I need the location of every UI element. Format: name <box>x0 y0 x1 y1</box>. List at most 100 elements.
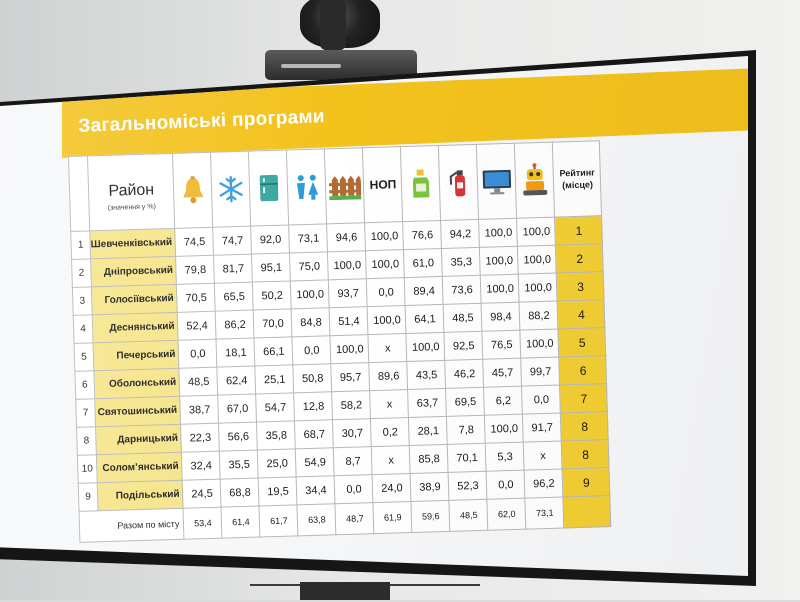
value-cell: 100,0 <box>481 274 520 303</box>
value-cell: 45,7 <box>483 358 522 387</box>
total-value-cell: 48,7 <box>335 503 374 535</box>
value-cell: 5,3 <box>486 442 525 471</box>
value-cell: 54,9 <box>296 448 335 477</box>
value-cell: 8,7 <box>334 447 373 476</box>
rating-cell: 7 <box>560 384 608 413</box>
row-number: 8 <box>77 427 97 456</box>
value-cell: 94,6 <box>327 223 366 252</box>
value-cell: 64,1 <box>406 304 445 333</box>
value-cell: 66,1 <box>254 337 293 366</box>
value-cell: 38,7 <box>180 395 219 424</box>
value-cell: 35,8 <box>257 421 296 450</box>
rating-header-line1: Рейтинг <box>559 167 595 178</box>
value-cell: 100,0 <box>517 217 556 246</box>
total-rating-cell <box>563 496 611 528</box>
value-cell: 0,0 <box>292 336 331 365</box>
value-cell: 30,7 <box>333 419 372 448</box>
value-cell: 52,4 <box>178 311 217 340</box>
value-cell: 74,5 <box>175 227 214 256</box>
header-rating: Рейтинг (місце) <box>553 141 602 217</box>
value-cell: 76,5 <box>482 330 521 359</box>
total-value-cell: 61,9 <box>373 501 412 533</box>
value-cell: 100,0 <box>368 306 407 335</box>
value-cell: 70,0 <box>254 309 293 338</box>
rating-cell: 5 <box>558 328 606 357</box>
district-header-label: Район <box>89 180 174 200</box>
value-cell: 68,8 <box>221 478 260 507</box>
robot-icon <box>515 142 555 218</box>
value-cell: 91,7 <box>523 413 562 442</box>
value-cell: 24,0 <box>373 473 412 502</box>
value-cell: 0,0 <box>367 278 406 307</box>
camera-mount <box>320 0 346 50</box>
value-cell: 89,4 <box>405 276 444 305</box>
value-cell: 43,5 <box>407 360 446 389</box>
ranking-table: Район (значення у %) <box>68 140 612 543</box>
value-cell: 100,0 <box>330 335 369 364</box>
snowflake-icon <box>211 151 251 227</box>
row-number: 10 <box>77 455 97 484</box>
value-cell: 98,4 <box>482 302 521 331</box>
row-number: 4 <box>73 315 93 344</box>
value-cell: 35,3 <box>442 247 481 276</box>
row-number: 5 <box>74 343 94 372</box>
value-cell: 100,0 <box>366 250 405 279</box>
value-cell: 92,0 <box>251 225 290 254</box>
value-cell: 35,5 <box>220 450 259 479</box>
value-cell: 0,0 <box>335 475 374 504</box>
bell-icon <box>173 152 213 228</box>
presentation-slide: Загальноміські програми Район (значення … <box>0 56 748 576</box>
district-name: Солом’янський <box>96 452 182 483</box>
rating-cell: 8 <box>561 412 609 441</box>
tv-stand <box>300 582 390 600</box>
value-cell: 67,0 <box>218 394 257 423</box>
row-number: 3 <box>72 287 92 316</box>
value-cell: 73,6 <box>443 275 482 304</box>
value-cell: 38,9 <box>411 472 450 501</box>
value-cell: 46,2 <box>445 359 484 388</box>
total-value-cell: 73,1 <box>525 497 564 529</box>
fire-extinguisher-icon <box>439 144 479 220</box>
nop-header: НОП <box>363 147 403 223</box>
total-value-cell: 63,8 <box>297 504 336 536</box>
value-cell: 79,8 <box>176 255 215 284</box>
value-cell: 50,2 <box>253 281 292 310</box>
district-name: Печерський <box>93 340 179 371</box>
value-cell: x <box>368 334 407 363</box>
district-name: Подільський <box>97 480 183 511</box>
value-cell: 28,1 <box>409 416 448 445</box>
district-name: Голосіївський <box>91 284 177 315</box>
value-cell: 92,5 <box>444 331 483 360</box>
district-name: Дарницький <box>96 424 182 455</box>
value-cell: x <box>372 445 411 474</box>
value-cell: 62,4 <box>217 366 256 395</box>
rating-cell: 3 <box>557 272 605 301</box>
district-name: Святошинський <box>95 396 181 427</box>
value-cell: 0,0 <box>487 470 526 499</box>
value-cell: 100,0 <box>328 251 367 280</box>
value-cell: 100,0 <box>406 332 445 361</box>
rating-cell: 8 <box>562 440 610 469</box>
value-cell: x <box>370 390 409 419</box>
value-cell: 81,7 <box>214 254 253 283</box>
total-value-cell: 59,6 <box>411 500 450 532</box>
value-cell: 50,8 <box>293 364 332 393</box>
value-cell: 95,7 <box>331 363 370 392</box>
district-subheader-label: (значення у %) <box>89 202 174 212</box>
value-cell: 89,6 <box>369 362 408 391</box>
header-number <box>69 156 90 232</box>
value-cell: 63,7 <box>408 388 447 417</box>
value-cell: 7,8 <box>447 415 486 444</box>
row-number: 2 <box>72 259 92 288</box>
value-cell: x <box>524 441 563 470</box>
district-name: Деснянський <box>92 312 178 343</box>
value-cell: 94,2 <box>441 219 480 248</box>
value-cell: 93,7 <box>329 279 368 308</box>
value-cell: 51,4 <box>330 307 369 336</box>
value-cell: 100,0 <box>291 280 330 309</box>
value-cell: 100,0 <box>518 245 557 274</box>
value-cell: 74,7 <box>213 226 252 255</box>
total-value-cell: 62,0 <box>487 498 526 530</box>
total-value-cell: 61,7 <box>259 505 298 537</box>
